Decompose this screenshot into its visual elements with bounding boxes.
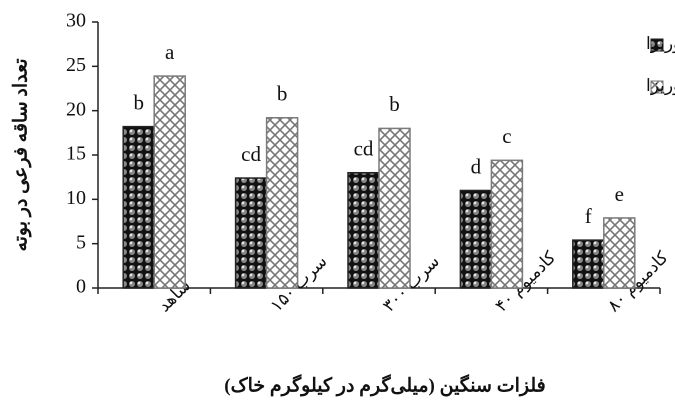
significance-letter: b [133, 90, 144, 114]
y-tick-label: 5 [76, 231, 86, 253]
significance-letter: cd [354, 137, 374, 161]
y-axis-title: تعداد ساقه فرعی در بوته [10, 58, 31, 251]
legend-label: میکوریزا [646, 76, 675, 96]
significance-letter: a [165, 40, 175, 64]
significance-letter: b [277, 82, 288, 106]
y-tick-label: 15 [66, 143, 86, 165]
significance-letter: cd [241, 142, 261, 166]
bar [153, 75, 186, 289]
significance-letter: b [389, 92, 400, 116]
bar [572, 239, 605, 289]
legend-label: غیرمیکوریزا [646, 34, 675, 54]
bar [490, 159, 524, 289]
y-tick-label: 30 [66, 10, 86, 32]
bar [265, 117, 299, 289]
x-axis-title: فلزات سنگین (میلی‌گرم در کیلوگرم خاک) [224, 373, 545, 396]
y-tick-label: 10 [66, 187, 86, 209]
significance-letter: e [615, 182, 624, 206]
bar [122, 125, 155, 289]
legend-swatch [650, 38, 664, 52]
bar [459, 189, 493, 289]
bar [603, 217, 636, 289]
y-tick-label: 20 [66, 98, 86, 120]
bar [347, 171, 380, 289]
y-tick-label: 25 [66, 54, 86, 76]
bar [378, 127, 411, 289]
bar [234, 177, 268, 289]
significance-letter: c [502, 124, 511, 148]
significance-letter: d [471, 154, 482, 178]
y-tick-label: 0 [76, 276, 86, 298]
legend-swatch [650, 80, 664, 94]
significance-letter: f [585, 204, 592, 228]
